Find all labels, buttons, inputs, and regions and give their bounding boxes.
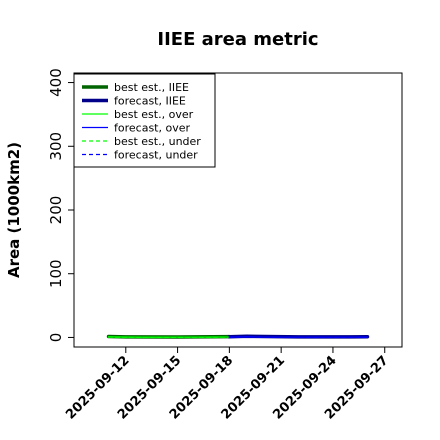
legend-label-1: forecast, IIEE (114, 95, 186, 108)
chart-title: IIEE area metric (157, 29, 318, 50)
y-axis-label: Area (1000km2) (5, 142, 23, 278)
legend-box (73, 73, 216, 168)
legend-label-3: forecast, over (114, 122, 190, 135)
legend-label-2: best est., over (114, 108, 194, 121)
legend-label-5: forecast, under (114, 149, 198, 162)
y-tick-label-4: 400 (47, 68, 65, 97)
y-tick-label-0: 0 (47, 333, 65, 343)
x-axis: 2025-09-122025-09-152025-09-182025-09-21… (63, 347, 392, 423)
legend-label-4: best est., under (114, 135, 201, 148)
y-axis: 0 100 200 300 400 (47, 68, 74, 342)
y-tick-label-2: 200 (47, 196, 65, 225)
y-tick-label-3: 300 (47, 132, 65, 161)
y-tick-label-1: 100 (47, 259, 65, 288)
plot-area (106, 334, 370, 339)
legend-label-0: best est., IIEE (114, 81, 189, 94)
